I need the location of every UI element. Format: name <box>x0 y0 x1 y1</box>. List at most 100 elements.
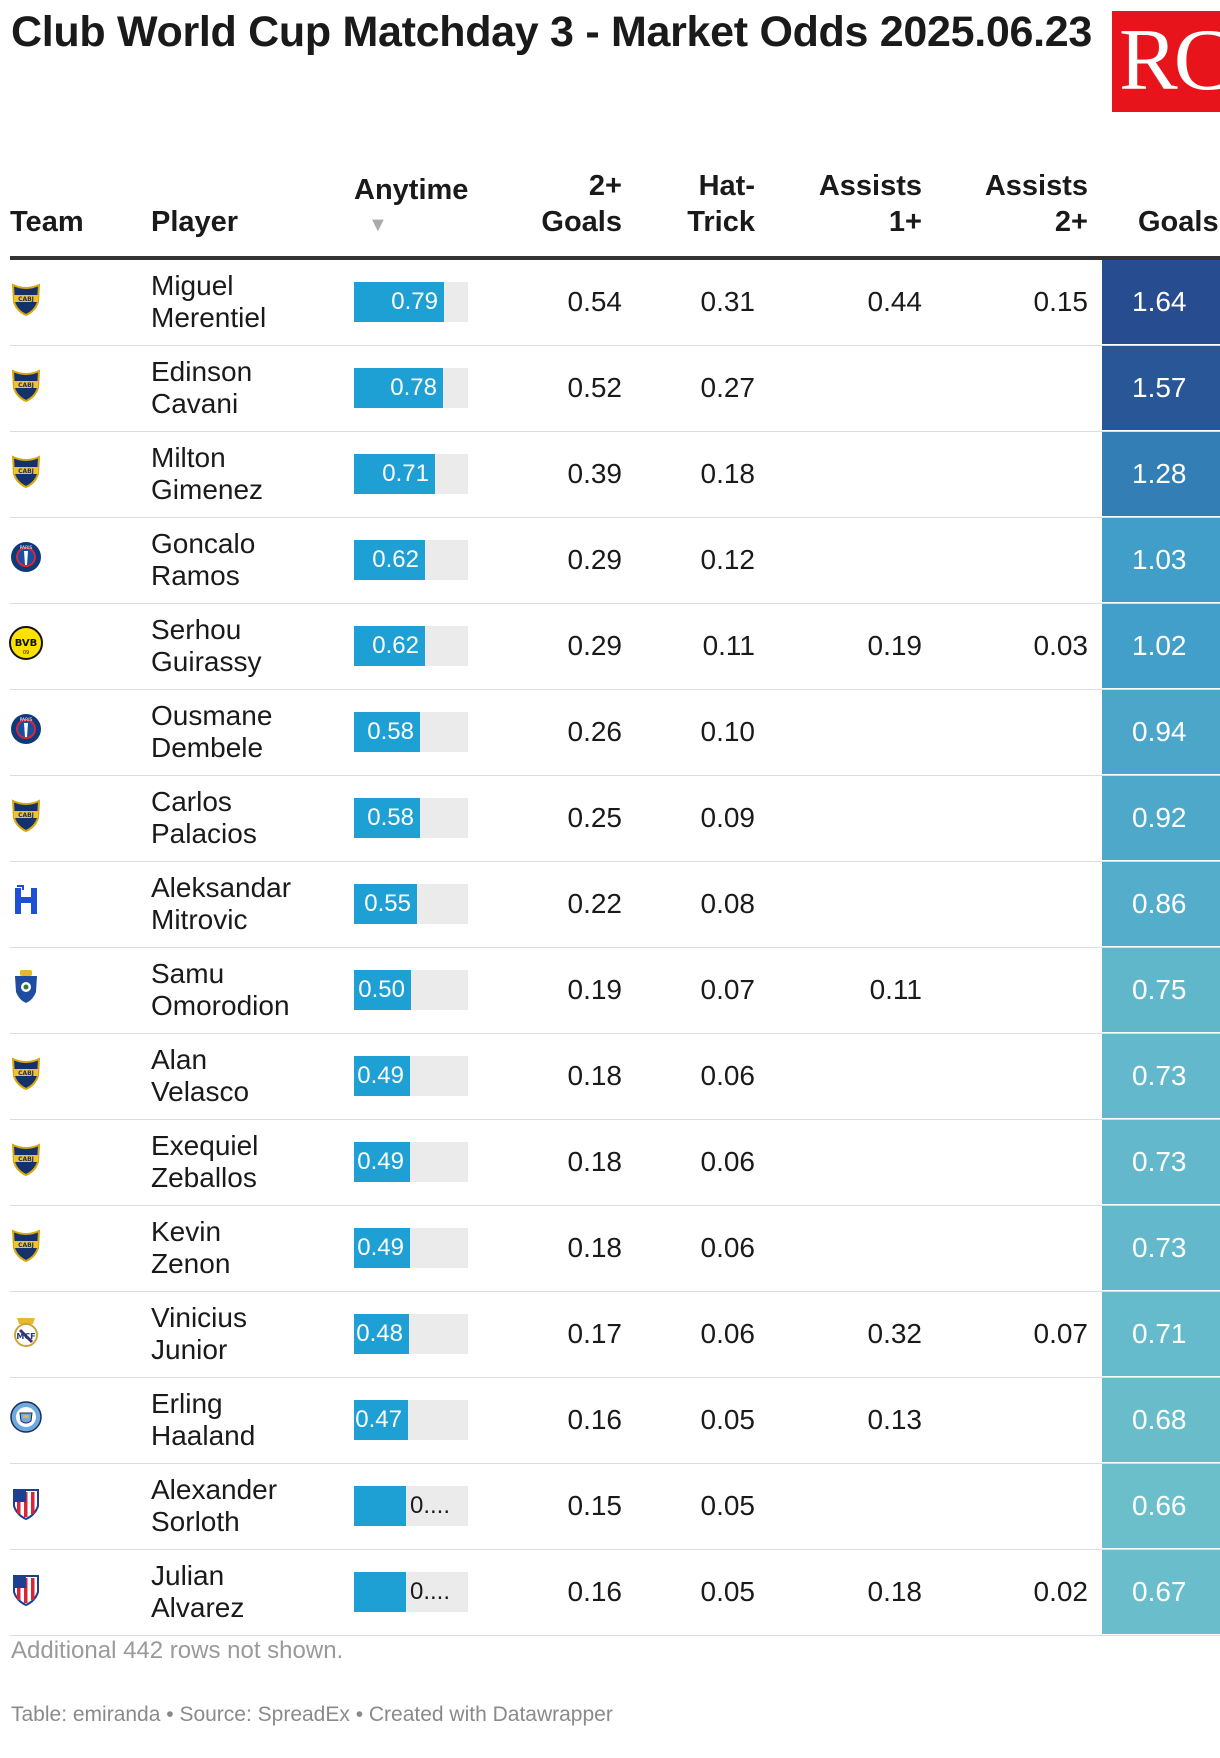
player-name-cell: Erling Haaland <box>151 1378 255 1462</box>
goals2-value: 0.18 <box>567 1146 623 1177</box>
goals2-value: 0.26 <box>567 716 623 747</box>
anytime-value: 0.49 <box>357 1148 404 1175</box>
anytime-bar-cell: 0.49 <box>354 1206 468 1290</box>
goals-value: 0.92 <box>1132 802 1187 833</box>
goals-heat-cell: 0.66 <box>1102 1464 1220 1548</box>
table-row: Julian Alvarez 0.... 0.16 0.05 0.18 0.02 0.67 <box>10 1550 1220 1636</box>
player-name-cell: Vinicius Junior <box>151 1292 247 1376</box>
team-crest-cell: MCF <box>10 1292 42 1376</box>
goals-heat-cell: 1.02 <box>1102 604 1220 688</box>
anytime-bar <box>354 970 411 1010</box>
table-row: CABJ Exequiel Zeballos 0.49 0.18 0.06 0.73 <box>10 1120 1220 1206</box>
player-name-cell: Edinson Cavani <box>151 346 252 430</box>
goals2-value: 0.29 <box>567 630 623 661</box>
anytime-bar-cell: 0.... <box>354 1550 468 1634</box>
goals-heat-cell: 0.86 <box>1102 862 1220 946</box>
boca-juniors-crest-icon: CABJ <box>11 798 41 839</box>
header-assists-1plus[interactable]: Assists 1+ <box>818 170 922 238</box>
team-crest-cell: CABJ <box>10 432 42 516</box>
header-hat-trick[interactable]: Hat- Trick <box>687 170 755 238</box>
table-body: CABJ Miguel Merentiel 0.79 0.54 0.31 0.44 0.15… <box>9 260 1220 1636</box>
anytime-value: 0.48 <box>356 1320 403 1347</box>
anytime-bar <box>354 282 444 322</box>
goals-heat-cell: 0.67 <box>1102 1550 1220 1634</box>
anytime-value: 0.71 <box>382 460 429 487</box>
anytime-bar <box>354 540 425 580</box>
table-row: BVB 09 Serhou Guirassy 0.62 0.29 0.11 0.19 0.03… <box>9 604 1220 690</box>
anytime-bar-track: 0.62 <box>354 540 468 580</box>
svg-text:PARIS: PARIS <box>20 717 33 723</box>
anytime-value: 0.49 <box>357 1234 404 1261</box>
svg-text:CABJ: CABJ <box>18 296 34 303</box>
anytime-bar <box>354 1572 406 1612</box>
header-goals[interactable]: Goals <box>1138 206 1219 238</box>
player-name: Vinicius Junior <box>151 1302 247 1365</box>
player-name: Carlos Palacios <box>151 786 257 849</box>
sort-descending-icon: ▼ <box>368 214 388 236</box>
header-assists-2plus[interactable]: Assists 2+ <box>984 170 1088 238</box>
table-header: Team Player Anytime ▼ 2+ Goals Hat- Tric… <box>10 160 1220 260</box>
anytime-bar <box>354 454 435 494</box>
header-player[interactable]: Player <box>151 206 239 238</box>
man-city-crest-icon <box>10 1400 42 1440</box>
assists2-value: 0.07 <box>1033 1318 1089 1349</box>
goals-heat-cell: 0.73 <box>1102 1206 1220 1290</box>
anytime-bar-cell: 0.62 <box>354 518 468 602</box>
anytime-bar-cell: 0.49 <box>354 1120 468 1204</box>
anytime-bar-track: 0.50 <box>354 970 468 1010</box>
assists1-value: 0.18 <box>867 1576 923 1607</box>
anytime-bar-cell: 0.79 <box>354 260 468 344</box>
goals2-value: 0.17 <box>567 1318 623 1349</box>
goals-value: 0.66 <box>1132 1490 1187 1521</box>
assists1-value: 0.32 <box>867 1318 923 1349</box>
goals-heat-cell: 1.57 <box>1102 346 1220 430</box>
anytime-bar-track: 0.49 <box>354 1142 468 1182</box>
hattrick-value: 0.09 <box>700 802 756 833</box>
hattrick-value: 0.06 <box>700 1318 756 1349</box>
anytime-bar <box>354 798 420 838</box>
table-row: CABJ Alan Velasco 0.49 0.18 0.06 0.73 <box>10 1034 1220 1120</box>
header-team[interactable]: Team <box>10 206 84 238</box>
goals2-value: 0.29 <box>567 544 623 575</box>
anytime-bar-track: 0.58 <box>354 798 468 838</box>
hattrick-value: 0.27 <box>700 372 756 403</box>
porto-crest-icon <box>11 969 41 1011</box>
table-row: Alexander Sorloth 0.... 0.15 0.05 0.66 <box>10 1464 1220 1550</box>
goals-value: 0.71 <box>1132 1318 1187 1349</box>
anytime-value: 0.78 <box>390 374 437 401</box>
goals-value: 0.73 <box>1132 1146 1187 1177</box>
anytime-value: 0.58 <box>367 804 414 831</box>
team-crest-cell: CABJ <box>10 1206 42 1290</box>
hattrick-value: 0.05 <box>700 1576 756 1607</box>
goals-heat-cell: 0.75 <box>1102 948 1220 1032</box>
goals2-value: 0.54 <box>567 286 623 317</box>
header-2plus-goals[interactable]: 2+ Goals <box>541 170 622 238</box>
player-name: Miguel Merentiel <box>151 270 267 333</box>
svg-text:CABJ: CABJ <box>18 1156 34 1163</box>
assists2-value: 0.02 <box>1033 1576 1089 1607</box>
anytime-value: 0.47 <box>355 1406 402 1433</box>
player-name-cell: Ousmane Dembele <box>151 690 272 774</box>
table-row: CABJ Kevin Zenon 0.49 0.18 0.06 0.73 <box>10 1206 1220 1292</box>
player-name-cell: Aleksandar Mitrovic <box>151 862 291 946</box>
svg-text:CABJ: CABJ <box>18 812 34 819</box>
psg-crest-icon: PARIS <box>10 713 42 752</box>
goals2-value: 0.19 <box>567 974 623 1005</box>
anytime-bar-track: 0.78 <box>354 368 468 408</box>
goals2-value: 0.18 <box>567 1232 623 1263</box>
hattrick-value: 0.11 <box>702 630 755 661</box>
atletico-madrid-crest-icon <box>11 1486 41 1527</box>
anytime-bar-cell: 0.... <box>354 1464 468 1548</box>
assists2-value: 0.03 <box>1033 630 1089 661</box>
goals-heat-cell: 0.71 <box>1102 1292 1220 1376</box>
hattrick-value: 0.06 <box>700 1232 756 1263</box>
player-name: Kevin Zenon <box>151 1216 231 1279</box>
team-crest-cell <box>10 948 42 1032</box>
svg-text:CABJ: CABJ <box>18 1242 34 1249</box>
header-anytime[interactable]: Anytime ▼ <box>354 172 468 242</box>
anytime-bar-track: 0.47 <box>354 1400 468 1440</box>
goals-heat-cell: 1.03 <box>1102 518 1220 602</box>
goals2-value: 0.15 <box>567 1490 623 1521</box>
player-name: Milton Gimenez <box>151 442 264 505</box>
anytime-bar-cell: 0.55 <box>354 862 468 946</box>
